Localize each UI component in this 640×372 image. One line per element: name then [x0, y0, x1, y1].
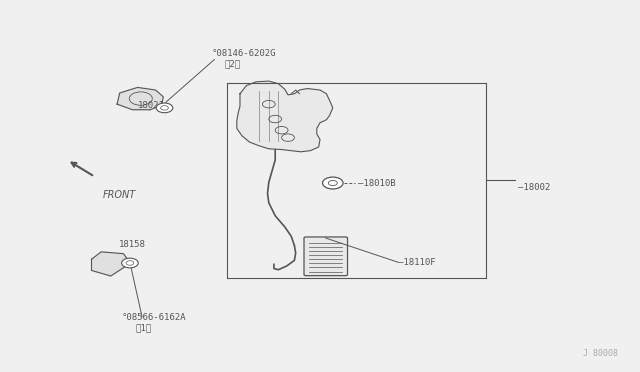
- Text: J 80008: J 80008: [582, 349, 618, 358]
- FancyBboxPatch shape: [304, 237, 348, 276]
- Polygon shape: [117, 87, 163, 110]
- Text: FRONT: FRONT: [102, 190, 136, 200]
- Text: °08146-6202G: °08146-6202G: [211, 49, 276, 58]
- Text: —18110F: —18110F: [398, 258, 436, 267]
- Text: °08566-6162A: °08566-6162A: [122, 313, 186, 322]
- Text: 18158: 18158: [118, 240, 145, 249]
- Text: —18002: —18002: [518, 183, 550, 192]
- Polygon shape: [92, 252, 127, 276]
- Polygon shape: [237, 81, 333, 152]
- Text: —18010B: —18010B: [358, 179, 396, 187]
- Text: 〈1〉: 〈1〉: [136, 323, 152, 332]
- Circle shape: [156, 103, 173, 113]
- Text: 18021: 18021: [138, 101, 164, 110]
- Circle shape: [323, 177, 343, 189]
- Text: 〈2〉: 〈2〉: [224, 59, 240, 68]
- Circle shape: [122, 258, 138, 268]
